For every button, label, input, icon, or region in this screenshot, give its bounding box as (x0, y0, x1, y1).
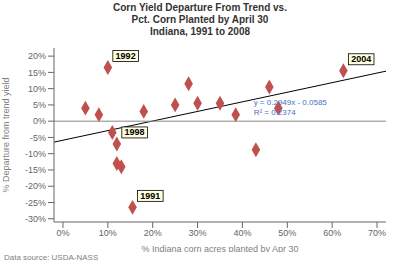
svg-text:-15%: -15% (25, 165, 46, 175)
svg-text:y = 0.2949x - 0.0585: y = 0.2949x - 0.0585 (254, 98, 328, 107)
html-text:Pct. Corn Planted by April 30: Pct. Corn Planted by April 30 (131, 14, 269, 25)
html-text:Indiana, 1991 to 2008: Indiana, 1991 to 2008 (150, 26, 250, 37)
svg-text:-5%: -5% (30, 133, 46, 143)
svg-text:5%: 5% (33, 100, 46, 110)
svg-text:% Indiana corn acres planted b: % Indiana corn acres planted by Apr 30 (141, 244, 298, 252)
svg-text:R² = 0.2374: R² = 0.2374 (254, 108, 297, 117)
svg-text:2004: 2004 (351, 54, 371, 64)
svg-text:70%: 70% (368, 228, 386, 238)
svg-text:30%: 30% (189, 228, 207, 238)
svg-text:20%: 20% (28, 51, 46, 61)
svg-text:50%: 50% (278, 228, 296, 238)
svg-text:10%: 10% (28, 84, 46, 94)
svg-text:60%: 60% (323, 228, 341, 238)
svg-text:1998: 1998 (125, 127, 145, 137)
svg-text:-25%: -25% (25, 198, 46, 208)
svg-text:% Departure from trend yield: % Departure from trend yield (8, 77, 11, 192)
html-text:Corn Yield Departure From Tren: Corn Yield Departure From Trend vs. (113, 2, 287, 13)
svg-text:40%: 40% (233, 228, 251, 238)
svg-text:-10%: -10% (25, 149, 46, 159)
html-text:Data source: USDA-NASS: Data source: USDA-NASS (4, 253, 99, 262)
svg-text:10%: 10% (99, 228, 117, 238)
svg-text:20%: 20% (144, 228, 162, 238)
svg-text:15%: 15% (28, 68, 46, 78)
svg-text:-30%: -30% (25, 214, 46, 224)
svg-text:1992: 1992 (116, 51, 136, 61)
svg-text:1991: 1991 (140, 191, 160, 201)
svg-text:0%: 0% (56, 228, 69, 238)
svg-text:0%: 0% (33, 116, 46, 126)
svg-text:-20%: -20% (25, 181, 46, 191)
